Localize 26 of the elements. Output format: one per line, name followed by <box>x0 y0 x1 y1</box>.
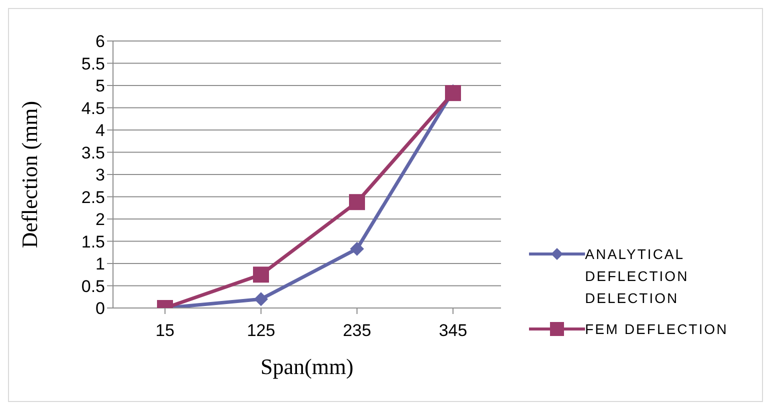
y-tick-label: 4 <box>96 121 105 140</box>
point <box>254 292 268 306</box>
x-tick-label: 345 <box>438 321 468 340</box>
y-tick-label: 0 <box>96 299 105 318</box>
legend-label: FEM DEFLECTION <box>585 320 730 339</box>
y-tick-label: 5.5 <box>81 54 105 74</box>
point <box>253 266 269 283</box>
y-tick-label: 3 <box>96 166 105 185</box>
y-tick-label: 2.5 <box>81 188 105 207</box>
y-axis-title: Deflection (mm) <box>16 100 42 248</box>
point <box>349 194 365 210</box>
x-tick-label: 235 <box>342 321 372 340</box>
legend-label: ANALYTICAL DEFLECTION DELECTION <box>585 245 690 308</box>
y-tick-label: 4.5 <box>81 98 105 118</box>
x-tick-label: 15 <box>156 321 174 340</box>
x-tick-label: 125 <box>246 321 276 340</box>
point <box>350 242 364 256</box>
point <box>445 85 461 102</box>
y-tick-label: 1.5 <box>81 232 105 252</box>
y-tick-label: 3.5 <box>81 143 105 162</box>
y-tick-label: 5 <box>96 76 105 96</box>
y-tick-label: 6 <box>96 32 105 52</box>
x-axis-title: Span(mm) <box>260 354 354 379</box>
y-tick-label: 0.5 <box>81 276 105 296</box>
y-tick-label: 2 <box>96 210 105 230</box>
y-tick-label: 1 <box>96 254 105 274</box>
